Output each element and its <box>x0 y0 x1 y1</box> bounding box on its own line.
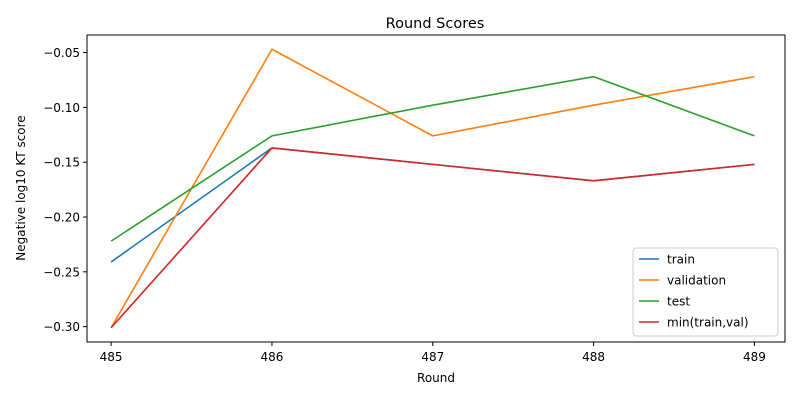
legend-box <box>632 247 779 337</box>
x-tick-label: 488 <box>582 350 605 364</box>
x-axis: 485 486 487 488 489 <box>100 342 766 364</box>
series-layer <box>110 48 755 329</box>
x-tick-label: 486 <box>261 350 284 364</box>
y-axis: −0.30 −0.25 −0.20 −0.15 −0.10 −0.05 <box>43 46 87 334</box>
x-axis-label: Round <box>417 371 455 385</box>
series-line-3 <box>110 147 755 329</box>
legend-label: validation <box>667 274 726 288</box>
legend-label: min(train,val) <box>667 316 749 330</box>
x-tick-label: 485 <box>100 350 123 364</box>
x-tick-label: 487 <box>421 350 444 364</box>
y-tick-label: −0.20 <box>43 211 80 225</box>
y-tick-label: −0.05 <box>43 46 80 60</box>
y-tick-label: −0.30 <box>43 320 80 334</box>
y-tick-label: −0.25 <box>43 265 80 279</box>
y-tick-label: −0.15 <box>43 156 80 170</box>
plot-frame <box>86 34 786 343</box>
series-line-2 <box>110 75 755 242</box>
y-tick-label: −0.10 <box>43 101 80 115</box>
x-tick-label: 489 <box>743 350 766 364</box>
chart-title: Round Scores <box>386 16 485 32</box>
legend-label: test <box>667 295 690 309</box>
legend: train validation test min(train,val) <box>632 247 779 337</box>
legend-label: train <box>667 253 695 267</box>
y-axis-label: Negative log10 KT score <box>14 115 28 260</box>
